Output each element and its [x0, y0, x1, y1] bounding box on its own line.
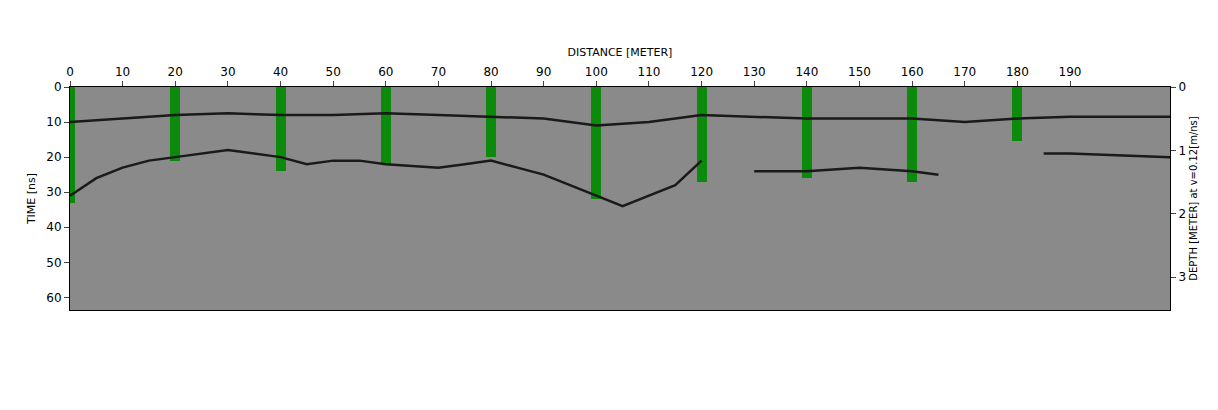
svg-text:0: 0	[66, 65, 74, 79]
svg-text:50: 50	[326, 65, 341, 79]
svg-text:10: 10	[46, 115, 61, 129]
svg-text:40: 40	[46, 220, 61, 234]
svg-text:1: 1	[1178, 144, 1186, 158]
svg-text:0: 0	[54, 80, 62, 94]
svg-text:40: 40	[273, 65, 288, 79]
svg-text:150: 150	[848, 65, 871, 79]
svg-text:120: 120	[690, 65, 713, 79]
svg-text:DISTANCE [METER]: DISTANCE [METER]	[568, 46, 673, 59]
svg-text:90: 90	[536, 65, 551, 79]
svg-text:30: 30	[46, 185, 61, 199]
svg-text:80: 80	[483, 65, 498, 79]
svg-text:3: 3	[1178, 270, 1186, 284]
svg-text:180: 180	[1006, 65, 1029, 79]
svg-text:50: 50	[46, 256, 61, 270]
svg-text:170: 170	[953, 65, 976, 79]
svg-text:160: 160	[901, 65, 924, 79]
svg-text:110: 110	[637, 65, 660, 79]
svg-text:20: 20	[168, 65, 183, 79]
svg-text:60: 60	[378, 65, 393, 79]
svg-text:DEPTH [METER] at v=0.12[m/ns]: DEPTH [METER] at v=0.12[m/ns]	[1188, 116, 1199, 281]
svg-text:20: 20	[46, 150, 61, 164]
svg-text:100: 100	[585, 65, 608, 79]
svg-text:TIME [ns]: TIME [ns]	[25, 173, 38, 225]
svg-text:70: 70	[431, 65, 446, 79]
svg-text:0: 0	[1178, 80, 1186, 94]
svg-text:2: 2	[1178, 207, 1186, 221]
svg-text:190: 190	[1059, 65, 1082, 79]
svg-text:140: 140	[795, 65, 818, 79]
svg-text:10: 10	[115, 65, 130, 79]
svg-text:60: 60	[46, 291, 61, 305]
svg-text:130: 130	[743, 65, 766, 79]
svg-text:30: 30	[220, 65, 235, 79]
